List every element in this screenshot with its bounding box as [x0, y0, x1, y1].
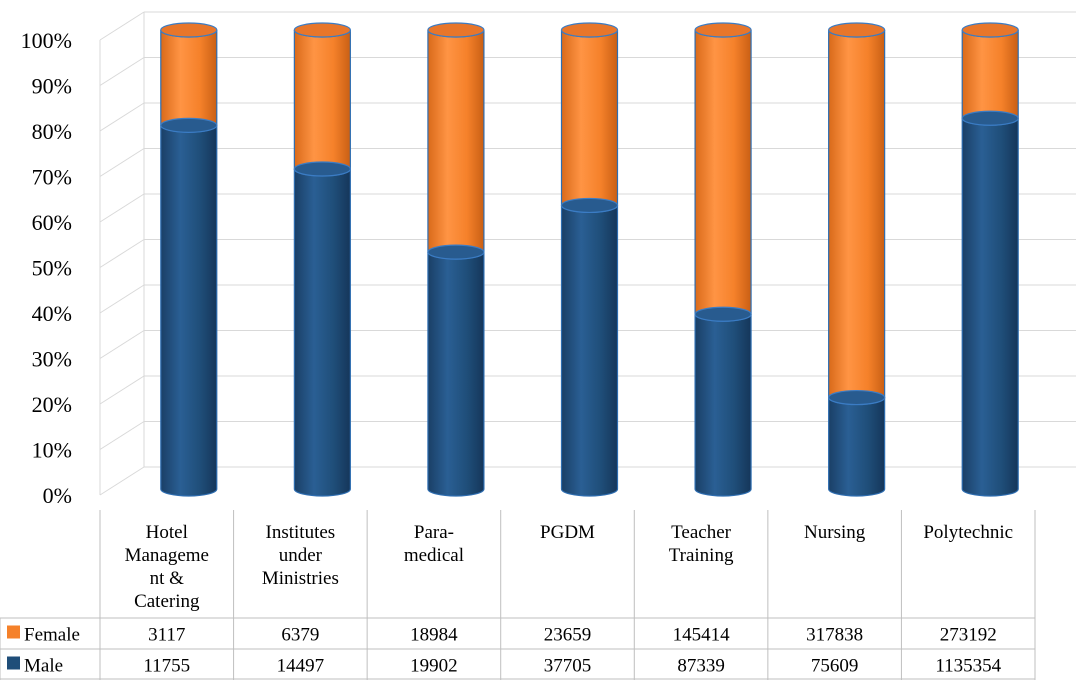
bars: [160, 22, 1019, 497]
y-tick-label: 100%: [21, 28, 72, 53]
y-tick-label: 40%: [32, 301, 72, 326]
data-label: 75609: [811, 656, 859, 677]
category-label: Teacher Training: [669, 522, 734, 566]
category-label: Institutes under Ministries: [262, 522, 339, 589]
bar-female: [293, 22, 351, 177]
grid-diagonal: [99, 11, 145, 41]
bar-male: [560, 197, 619, 497]
data-label: 11755: [143, 656, 190, 677]
bar-female: [427, 22, 485, 260]
y-tick-label: 50%: [32, 256, 72, 281]
grid-diagonal: [99, 284, 145, 314]
data-label: 23659: [544, 625, 592, 646]
data-label: 273192: [940, 625, 997, 646]
y-tick-label: 10%: [32, 438, 72, 463]
y-tick-label: 20%: [32, 392, 72, 417]
legend-key: [7, 625, 20, 639]
grid-diagonal: [99, 421, 145, 450]
data-label: 6379: [281, 625, 319, 646]
y-axis-ticks: 0% 10% 20% 30% 40% 50% 60% 70% 80% 90% 100%: [21, 28, 72, 508]
bar-male: [694, 306, 752, 497]
grid-diagonal: [99, 148, 145, 177]
data-label: 19902: [410, 656, 458, 677]
data-label: 317838: [806, 625, 863, 646]
data-label: 1135354: [935, 656, 1001, 677]
category-label: Hotel Manageme nt & Catering: [125, 522, 209, 612]
bar-male: [961, 110, 1019, 497]
legend-key: [7, 656, 20, 670]
y-tick-label: 70%: [32, 165, 72, 190]
y-tick-label: 30%: [32, 347, 72, 372]
bar-male: [160, 117, 218, 497]
data-label: 37705: [544, 656, 592, 677]
legend-label: Male: [24, 656, 63, 677]
bar-female: [961, 22, 1019, 126]
data-label: 14497: [277, 656, 325, 677]
y-tick-label: 60%: [32, 210, 72, 235]
grid-diagonal: [99, 375, 145, 405]
bar-female: [560, 22, 619, 214]
category-label: Nursing: [804, 522, 866, 543]
grid-diagonal: [99, 466, 145, 496]
y-tick-label: 80%: [32, 119, 72, 144]
grid-diagonal: [99, 193, 145, 223]
bar-male: [427, 244, 485, 497]
grid-diagonal: [99, 330, 145, 359]
grid-diagonal: [99, 239, 145, 268]
grid-diagonal: [99, 57, 145, 86]
bar-female: [828, 22, 886, 406]
bar-female: [160, 22, 218, 133]
data-label: 18984: [410, 625, 458, 646]
data-label: 87339: [677, 656, 725, 677]
data-table: Hotel Manageme nt & Catering Institutes under…: [0, 510, 1036, 680]
grid-diagonal: [99, 102, 145, 132]
category-label: Polytechnic: [923, 522, 1013, 543]
bar-female: [694, 22, 752, 322]
bar-male: [828, 389, 886, 497]
legend-label: Female: [24, 625, 80, 646]
y-tick-label: 0%: [43, 483, 72, 508]
category-label: Para-medical: [404, 522, 464, 566]
data-label: 3117: [148, 625, 185, 646]
data-label: 145414: [673, 625, 731, 646]
category-label: PGDM: [540, 522, 595, 543]
y-tick-label: 90%: [32, 74, 72, 99]
bar-male: [293, 161, 351, 497]
